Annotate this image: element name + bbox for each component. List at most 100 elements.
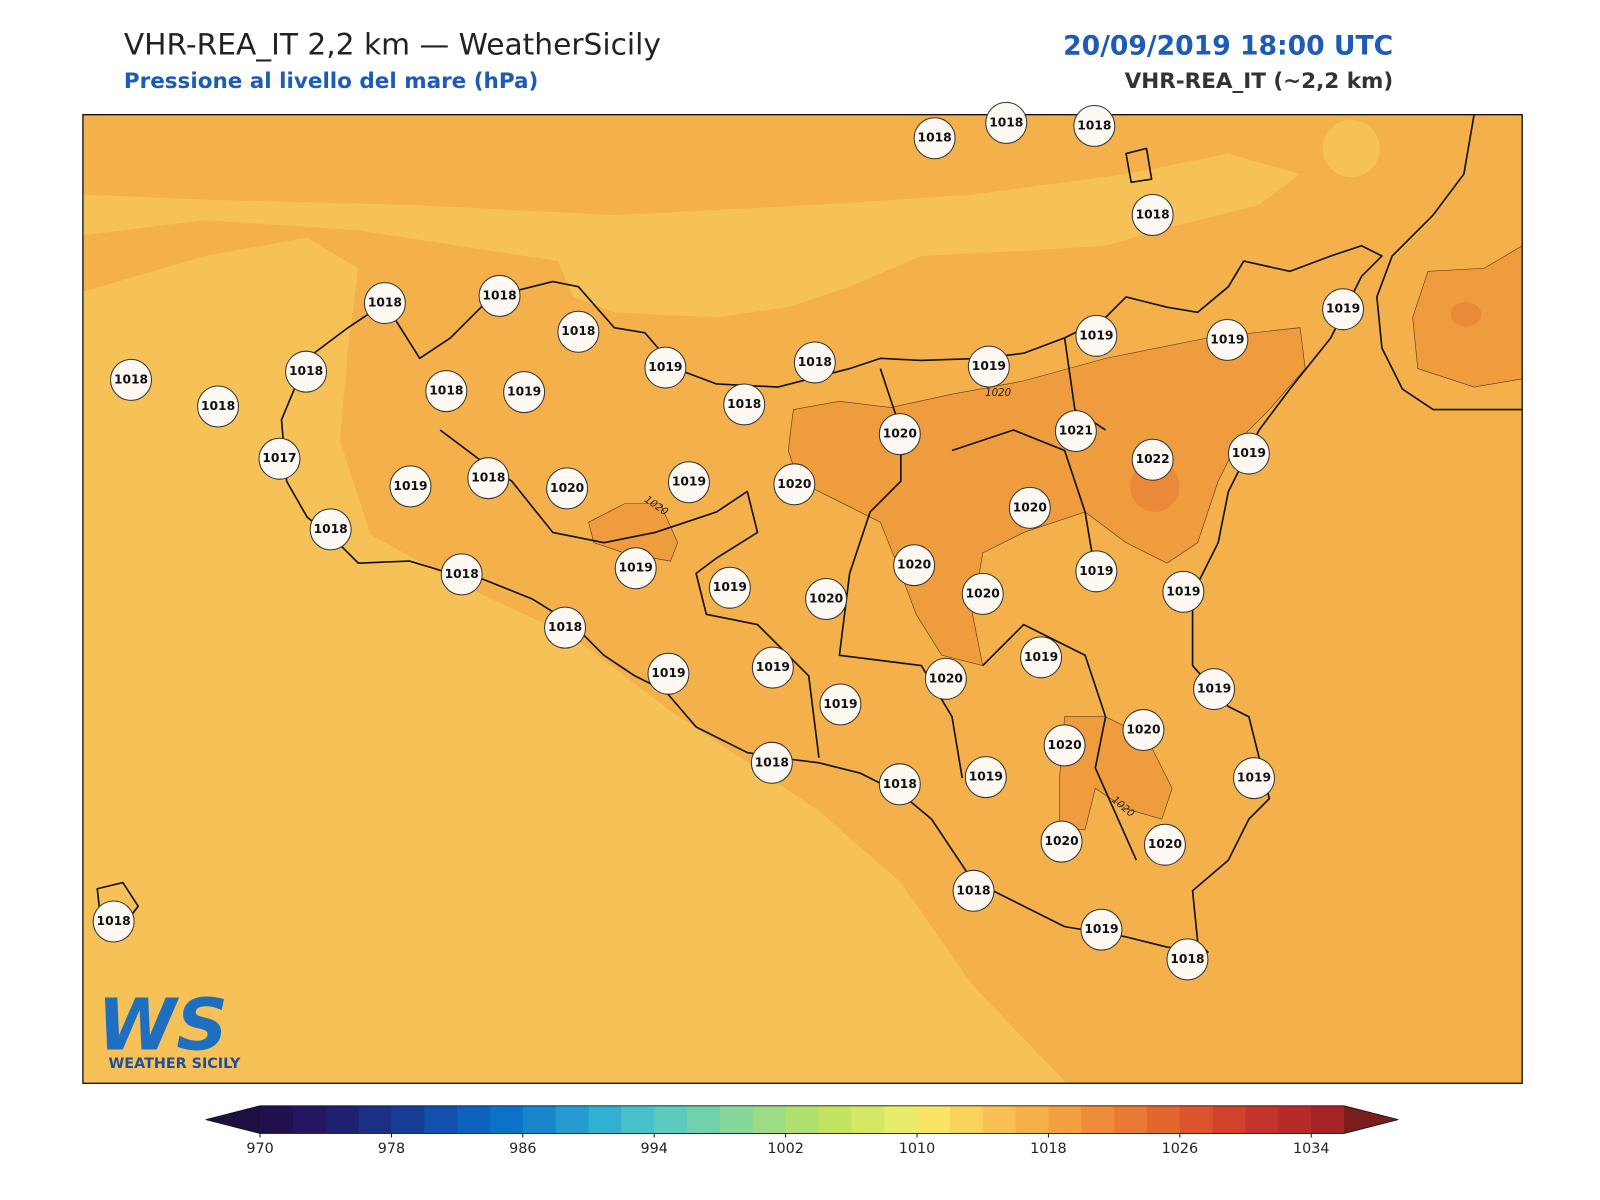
coastline (1125, 147, 1153, 184)
colorbar-bin (1245, 1105, 1279, 1134)
station-marker (92, 900, 135, 943)
logo-mark: WS (97, 982, 228, 1066)
logo: WS WEATHER SICILY (97, 982, 241, 1071)
station-value: 1020 (929, 671, 963, 685)
station-value: 1018 (429, 384, 463, 398)
station-marker (644, 346, 687, 389)
station-value: 1021 (1059, 424, 1093, 438)
station-value: 1018 (956, 883, 990, 897)
station-value: 1018 (445, 567, 479, 581)
model: VHR-REA_IT (~2,2 km) (1125, 69, 1394, 94)
station: 1020 (1143, 823, 1186, 866)
station-value: 1020 (777, 477, 811, 491)
map: 1018 1018 1018 1018 1018 1018 1018 1018 1018 1018… (82, 101, 1523, 1084)
station: 1018 (285, 350, 328, 393)
station-marker (1166, 938, 1209, 981)
station-marker (1227, 432, 1270, 475)
station-value: 1019 (1237, 771, 1271, 785)
station: 1020 (773, 463, 816, 506)
station-value: 1019 (756, 660, 790, 674)
station-marker (793, 341, 836, 384)
station-value: 1018 (755, 755, 789, 769)
colorbar-bin (260, 1105, 294, 1134)
colorbar-bin (292, 1105, 327, 1134)
colorbar-bin (818, 1105, 852, 1134)
station-value: 1018 (1170, 952, 1204, 966)
station: 1018 (363, 282, 406, 325)
colorbar-tick-label: 1018 (1030, 1141, 1066, 1157)
station: 1018 (793, 341, 836, 384)
colorbar-bin (1048, 1105, 1082, 1134)
station: 1019 (1075, 550, 1118, 593)
station-marker (197, 385, 240, 428)
colorbar-bin (555, 1105, 590, 1134)
field-dark (588, 503, 679, 562)
station-marker (389, 465, 432, 508)
contour-label: 1020 (985, 388, 1011, 399)
station: 1020 (893, 544, 936, 587)
station-marker (1131, 194, 1174, 237)
colorbar-bin (489, 1105, 524, 1134)
station-marker (924, 657, 967, 700)
station-marker (1143, 823, 1186, 866)
station: 1018 (467, 457, 510, 500)
station: 1019 (644, 346, 687, 389)
station: 1018 (952, 869, 995, 912)
station: 1018 (440, 553, 483, 596)
station-marker (1162, 570, 1205, 613)
station-value: 1019 (1079, 564, 1113, 578)
station-marker (878, 413, 921, 456)
station-value: 1017 (262, 451, 296, 465)
station: 1019 (503, 371, 546, 414)
station-marker (440, 553, 483, 596)
station: 1018 (985, 101, 1028, 144)
station: 1019 (1227, 432, 1270, 475)
station-marker (110, 358, 153, 401)
station: 1020 (1008, 486, 1051, 529)
station-marker (964, 756, 1007, 799)
station-marker (667, 461, 710, 504)
station: 1019 (1075, 314, 1118, 357)
station-marker (1040, 820, 1083, 863)
station-marker (1008, 486, 1051, 529)
station-value: 1020 (1048, 738, 1082, 752)
station-value: 1019 (1024, 650, 1058, 664)
station: 1018 (478, 274, 521, 317)
station-marker (614, 547, 657, 590)
field-light (1322, 119, 1380, 178)
station: 1019 (667, 461, 710, 504)
colorbar-bin (424, 1105, 458, 1134)
colorbar-bin (588, 1105, 622, 1134)
station-value: 1018 (918, 131, 952, 145)
colorbar-bin (1179, 1105, 1214, 1134)
station-marker (1054, 410, 1097, 453)
station: 1019 (389, 465, 432, 508)
station-marker (557, 310, 600, 353)
station-value: 1019 (1197, 682, 1231, 696)
colorbar-bin (457, 1105, 491, 1134)
station-value: 1018 (727, 397, 761, 411)
station-value: 1019 (1210, 332, 1244, 346)
station: 1019 (964, 756, 1007, 799)
colorbar-bin (719, 1105, 754, 1134)
colorbar-bin (752, 1105, 787, 1134)
colorbar-bin (1146, 1105, 1181, 1134)
station: 1019 (1233, 757, 1275, 800)
station-marker (1075, 314, 1118, 357)
station: 1020 (805, 577, 848, 620)
station-marker (1131, 438, 1174, 481)
station: 1018 (110, 358, 153, 401)
station-value: 1019 (969, 770, 1003, 784)
colorbar-bin (1081, 1105, 1115, 1134)
station-marker (258, 437, 301, 480)
field-light (82, 237, 1067, 1084)
station-marker (773, 463, 816, 506)
station-marker (708, 566, 751, 609)
station-marker (1020, 636, 1063, 679)
station-value: 1019 (1079, 328, 1113, 342)
station: 1020 (924, 657, 967, 700)
colorbar: 970 978 986 994 1002 1010 1018 1026 1034 (205, 1105, 1399, 1157)
station: 1019 (967, 345, 1010, 388)
station-value: 1019 (1084, 922, 1118, 936)
station-value: 1018 (1077, 118, 1111, 132)
